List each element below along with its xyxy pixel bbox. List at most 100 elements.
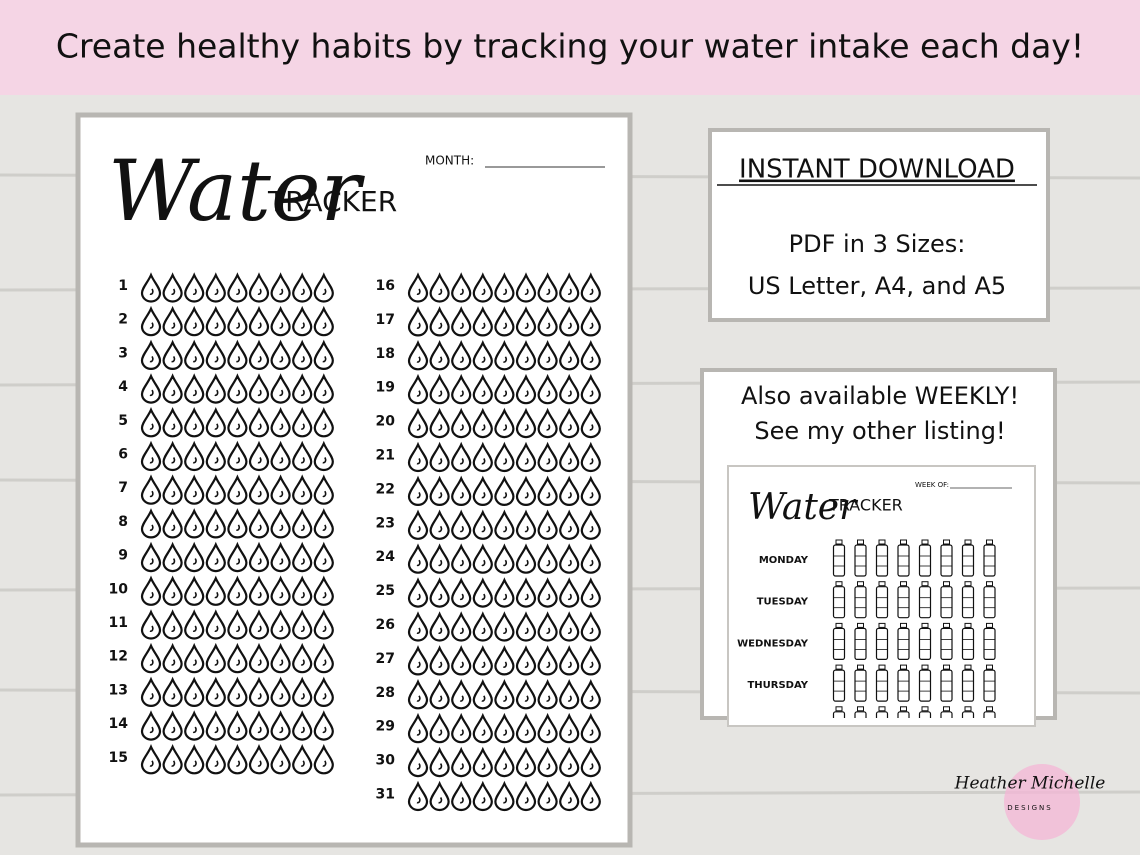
drop-shine — [322, 760, 327, 767]
water-drop — [184, 676, 205, 707]
bottle-body — [854, 544, 867, 577]
drop-shine — [322, 322, 327, 329]
drop-shine — [459, 797, 464, 804]
water-drop — [313, 339, 334, 370]
drop-shine — [589, 661, 594, 668]
water-drop — [537, 441, 558, 473]
water-drop — [270, 508, 291, 539]
bottle-cap — [857, 581, 864, 587]
drop-shine — [438, 559, 443, 567]
drop-shine — [503, 356, 508, 363]
drop-shine — [459, 525, 464, 533]
day-number: 23 — [376, 515, 395, 531]
drop-shine — [322, 625, 327, 632]
water-drop — [270, 272, 291, 303]
bottle-body — [961, 711, 975, 718]
drop-shine — [236, 558, 241, 565]
water-drop — [140, 440, 162, 472]
water-drop — [227, 508, 248, 539]
water-drop — [451, 306, 472, 337]
drop-shine — [214, 490, 219, 498]
drop-shine — [438, 797, 443, 804]
water-drop — [205, 508, 226, 539]
water-drop — [205, 272, 226, 303]
drop-shine — [438, 356, 443, 363]
water-drop — [429, 679, 450, 710]
water-drop — [472, 577, 493, 608]
water-drop — [559, 679, 580, 710]
drop-shine — [567, 356, 572, 363]
bottle-body — [983, 544, 996, 577]
day-number: 22 — [376, 481, 395, 497]
drop-shine — [416, 797, 421, 804]
water-drop — [472, 509, 493, 540]
drop-shine — [257, 524, 262, 531]
drop-shine — [214, 524, 219, 531]
water-drop — [559, 780, 580, 812]
water-drop — [313, 272, 334, 303]
drop-shine — [192, 726, 197, 734]
water-drop — [580, 407, 601, 439]
water-drop — [184, 744, 205, 775]
water-drop — [494, 509, 515, 540]
day-number: 6 — [118, 447, 128, 463]
drop-shine — [524, 424, 529, 431]
water-drop — [205, 642, 226, 674]
water-drop — [451, 509, 472, 540]
water-drop — [313, 407, 334, 438]
water-drop — [559, 340, 580, 371]
drop-shine — [438, 593, 443, 601]
drop-shine — [192, 659, 197, 666]
drop-shine — [567, 458, 572, 465]
water-drop — [515, 272, 537, 303]
bottle-cap — [986, 664, 993, 670]
water-drop — [472, 543, 493, 574]
bottle-body — [875, 544, 889, 577]
drop-shine — [567, 525, 572, 533]
water-drop — [292, 744, 313, 775]
water-drop — [407, 340, 429, 371]
drop-shine — [416, 491, 421, 499]
drop-shine — [279, 692, 284, 700]
bottle-body — [854, 669, 867, 702]
drop-shine — [257, 490, 262, 498]
weekday-label: TUESDAY — [757, 597, 809, 608]
water-drop — [515, 373, 537, 405]
water-drop — [472, 611, 493, 642]
drop-shine — [300, 726, 305, 734]
drop-shine — [149, 591, 154, 599]
water-drop — [407, 543, 429, 574]
drop-shine — [524, 661, 529, 668]
water-drop — [205, 474, 226, 505]
bottle-body — [875, 669, 889, 702]
weekly-line: Also available WEEKLY! — [741, 382, 1019, 410]
drop-shine — [149, 726, 154, 734]
drop-shine — [481, 390, 486, 397]
water-drop — [580, 611, 601, 642]
water-drop — [248, 744, 270, 775]
drop-shine — [416, 559, 421, 567]
drop-shine — [481, 322, 486, 329]
download-line: PDF in 3 Sizes: — [789, 230, 966, 258]
water-drop — [292, 339, 313, 370]
drop-shine — [192, 625, 197, 632]
drop-shine — [567, 729, 572, 736]
water-drop — [451, 340, 472, 371]
water-drop — [429, 306, 450, 337]
water-drop — [559, 373, 580, 405]
water-drop — [537, 645, 558, 676]
preview-title: TRACKER — [828, 496, 903, 515]
drop-shine — [481, 525, 486, 533]
drop-shine — [214, 591, 219, 599]
drop-shine — [567, 593, 572, 601]
bottle-body — [832, 669, 846, 702]
drop-shine — [171, 322, 176, 329]
day-number: 8 — [118, 514, 128, 530]
day-number: 12 — [109, 649, 128, 665]
water-drop — [140, 676, 162, 707]
drop-shine — [503, 288, 508, 295]
drop-shine — [459, 763, 464, 770]
drop-shine — [481, 559, 486, 567]
drop-shine — [192, 322, 197, 329]
drop-shine — [214, 322, 219, 329]
